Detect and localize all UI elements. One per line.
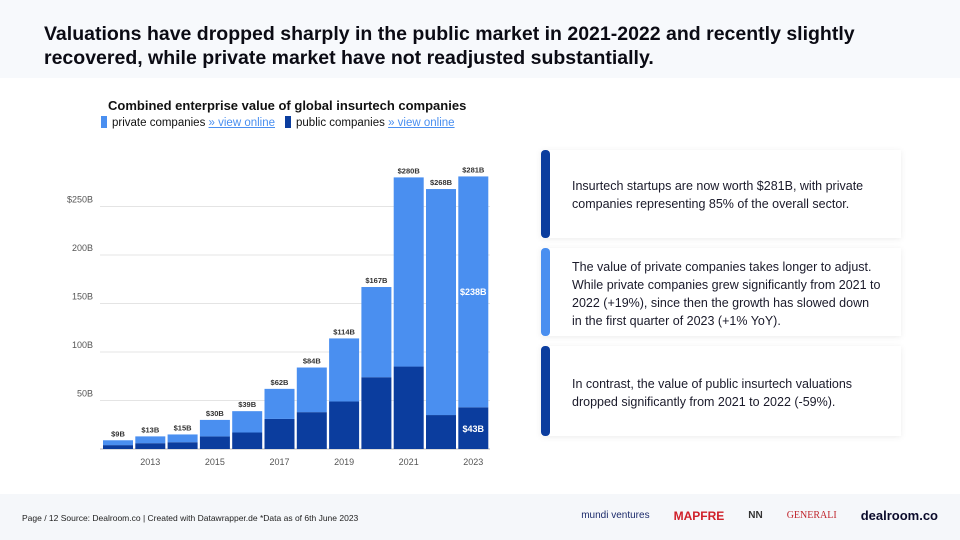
logo-mapfre: MAPFRE [673,508,725,523]
x-tick-label: 2017 [269,457,289,467]
footer-source: Page / 12 Source: Dealroom.co | Created … [22,513,359,523]
bar-private-2016 [232,411,263,433]
total-label-2016: $39B [238,400,257,409]
bar-public-2019 [329,401,360,449]
x-tick-label: 2019 [334,457,354,467]
card-accent [541,248,550,336]
bar-private-2020 [361,287,392,378]
card-text: In contrast, the value of public insurte… [572,377,853,409]
bar-public-2012 [103,445,133,449]
bar-public-2018 [296,412,327,449]
page-title: Valuations have dropped sharply in the p… [44,23,855,69]
bar-public-2020 [361,377,392,449]
legend-swatch-public [285,116,292,128]
logo-nn: NN [748,510,763,521]
logo-generali: GENERALI [786,510,837,521]
legend-swatch-private [101,116,107,128]
x-tick-label: 2015 [205,457,225,467]
bar-private-2022 [426,189,456,416]
legend-public-label: public companies [296,117,385,129]
insight-card-1: Insurtech startups are now worth $281B, … [541,150,901,238]
card-text: The value of private companies takes lon… [572,260,881,328]
total-label-2017: $62B [271,378,290,387]
bar-chart: 50B 100B 150B 200B $250B $9B $13B 2013 $15B $30B 2… [67,165,490,467]
y-tick-label: 50B [77,389,93,399]
footer [0,494,960,540]
bar-public-2021 [393,366,424,449]
y-tick-label: 200B [72,243,93,253]
y-tick-label: 150B [72,292,93,302]
private-view-online-link[interactable]: » view online [208,117,276,129]
card-accent [541,346,550,436]
total-label-2023: $281B [462,165,485,174]
inner-label-public-2023: $43B [463,424,485,434]
total-label-2015: $30B [206,409,225,418]
bar-public-2013 [135,443,166,449]
logo-dealroom: dealroom.co [860,508,938,523]
bar-private-2014 [167,434,198,443]
legend-private-label: private companies [112,117,206,129]
total-label-2014: $15B [174,423,193,432]
chart-title: Combined enterprise value of global insu… [108,98,467,113]
inner-label-private-2023: $238B [460,287,487,297]
legend-public: public companies » view online [285,116,455,129]
bar-public-2017 [264,418,295,449]
x-tick-label: 2013 [140,457,160,467]
bar-public-2015 [199,436,230,449]
public-view-online-link[interactable]: » view online [388,117,455,129]
insight-card-3: In contrast, the value of public insurte… [541,346,901,436]
bar-private-2019 [329,338,360,402]
insight-card-2: The value of private companies takes lon… [541,248,901,336]
bar-private-2017 [264,388,295,419]
bar-public-2016 [232,432,263,449]
total-label-2021: $280B [398,166,421,175]
bar-private-2021 [393,177,424,367]
header [0,0,960,78]
logo-mundi-ventures: mundi ventures [581,510,650,521]
x-tick-label: 2023 [463,457,483,467]
total-label-2018: $84B [303,357,322,366]
partner-logos: mundi ventures MAPFRE NN GENERALI dealro… [581,508,938,523]
y-tick-label: $250B [67,195,93,205]
bar-private-2023 [458,176,489,408]
bar-public-2023 [458,407,489,449]
card-accent [541,150,550,238]
bar-public-2014 [167,442,198,449]
bar-public-2022 [426,415,456,449]
bar-private-2012 [103,440,133,446]
card-text: Insurtech startups are now worth $281B, … [572,179,864,211]
bar-private-2013 [135,436,166,444]
total-label-2022: $268B [430,178,453,187]
total-label-2019: $114B [333,327,355,336]
total-label-2020: $167B [365,276,388,285]
bar-private-2015 [199,419,230,437]
bar-private-2018 [296,367,327,413]
y-tick-label: 100B [72,340,93,350]
chart-legend: private companies » view online public c… [101,116,455,129]
total-label-2013: $13B [141,425,160,434]
total-label-2012: $9B [111,429,125,438]
x-tick-label: 2021 [399,457,419,467]
legend-private: private companies » view online [101,116,275,129]
